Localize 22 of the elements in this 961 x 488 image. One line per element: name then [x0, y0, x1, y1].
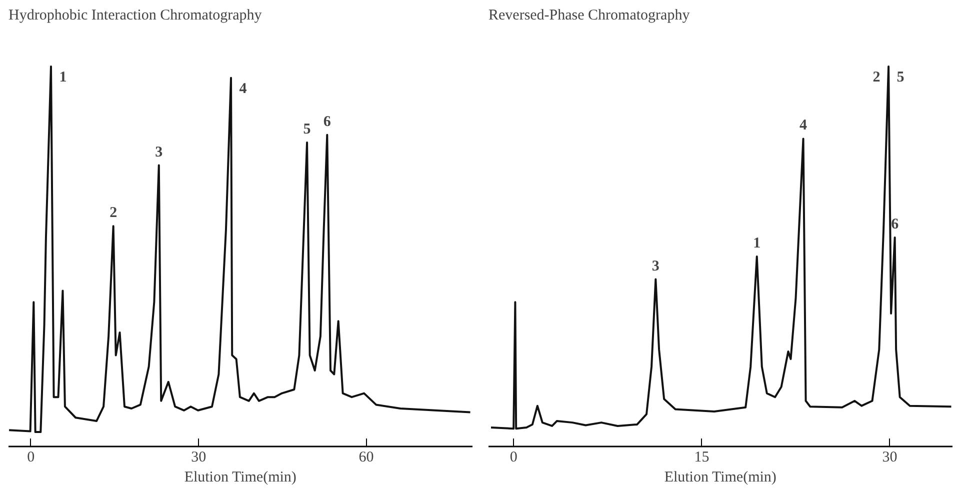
annotation: 5 [896, 70, 904, 86]
annotation: 2 [872, 70, 880, 86]
x-tick-label: 0 [27, 450, 35, 466]
annotation: 4 [239, 80, 248, 97]
x-tick-label: 15 [694, 450, 710, 466]
chart-title: Hydrophobic Interaction Chromatography [8, 8, 262, 24]
chart-title: Reversed-Phase Chromatography [488, 8, 690, 24]
x-axis-title: Elution Time(min) [184, 470, 296, 486]
annotation: 2 [110, 205, 118, 222]
annotation: 1 [59, 70, 67, 86]
x-tick-label: 30 [191, 450, 206, 466]
annotation: 6 [891, 216, 900, 232]
x-tick-label: 60 [358, 450, 374, 466]
annotation: 4 [800, 118, 808, 134]
annotation: 1 [753, 236, 761, 252]
x-axis-title: Elution Time(min) [664, 470, 776, 486]
annotation: 5 [303, 122, 311, 138]
annotation: 6 [323, 114, 332, 130]
x-tick-label: 30 [882, 450, 898, 466]
x-tick-label: 0 [510, 450, 518, 466]
annotation: 3 [652, 258, 660, 274]
annotation: 3 [155, 144, 163, 160]
